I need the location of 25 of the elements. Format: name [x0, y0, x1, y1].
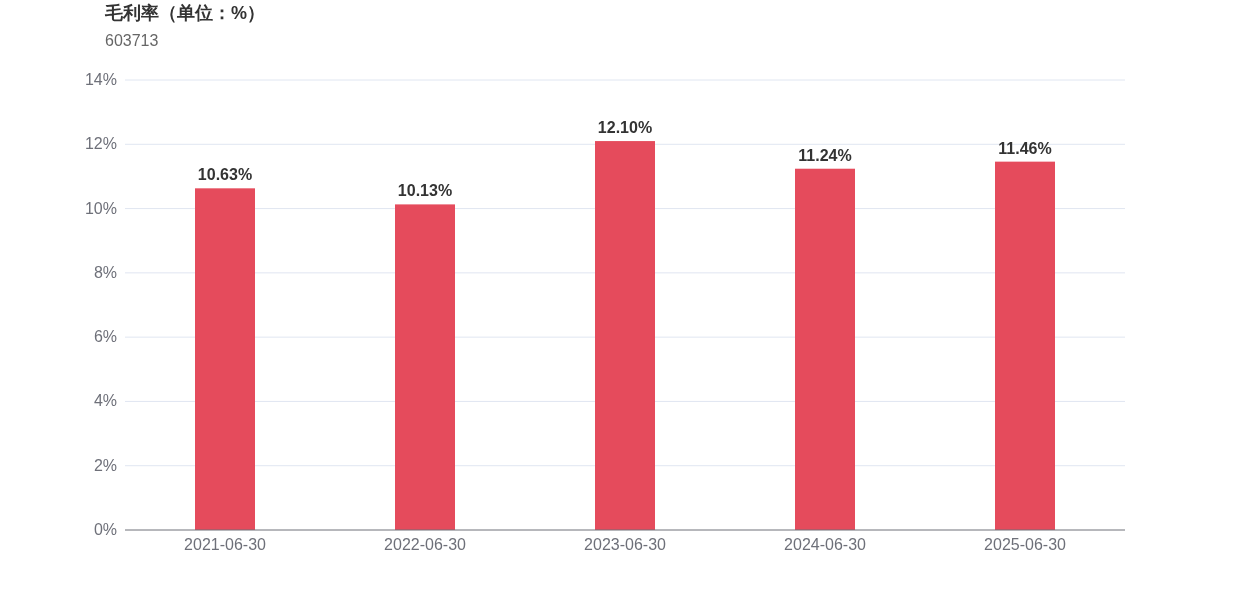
x-tick-label: 2023-06-30: [584, 536, 667, 553]
y-tick-label: 10%: [84, 199, 117, 217]
x-tick-label: 2022-06-30: [384, 536, 467, 553]
x-tick-label: 2025-06-30: [984, 536, 1067, 553]
data-label: 12.10%: [597, 119, 653, 137]
bar: [595, 141, 655, 530]
y-tick-label: 2%: [93, 456, 117, 474]
data-label: 11.24%: [798, 146, 852, 164]
data-label: 11.46%: [998, 139, 1052, 157]
data-label: 10.13%: [397, 182, 453, 200]
x-tick-label: 2024-06-30: [784, 536, 867, 553]
y-tick-label: 6%: [93, 328, 117, 346]
bar: [795, 168, 855, 530]
y-tick-label: 4%: [93, 392, 117, 410]
y-tick-label: 8%: [93, 263, 117, 281]
y-tick-label: 0%: [93, 521, 117, 538]
y-tick-label: 14%: [84, 71, 117, 88]
chart-title: 毛利率（单位：%）: [104, 3, 266, 23]
x-tick-label: 2021-06-30: [184, 536, 267, 553]
data-label: 10.63%: [197, 166, 253, 184]
bar: [195, 188, 255, 530]
y-tick-label: 12%: [84, 135, 117, 153]
bar: [995, 161, 1055, 530]
bar: [395, 204, 455, 530]
chart-subtitle: 603713: [105, 32, 159, 49]
